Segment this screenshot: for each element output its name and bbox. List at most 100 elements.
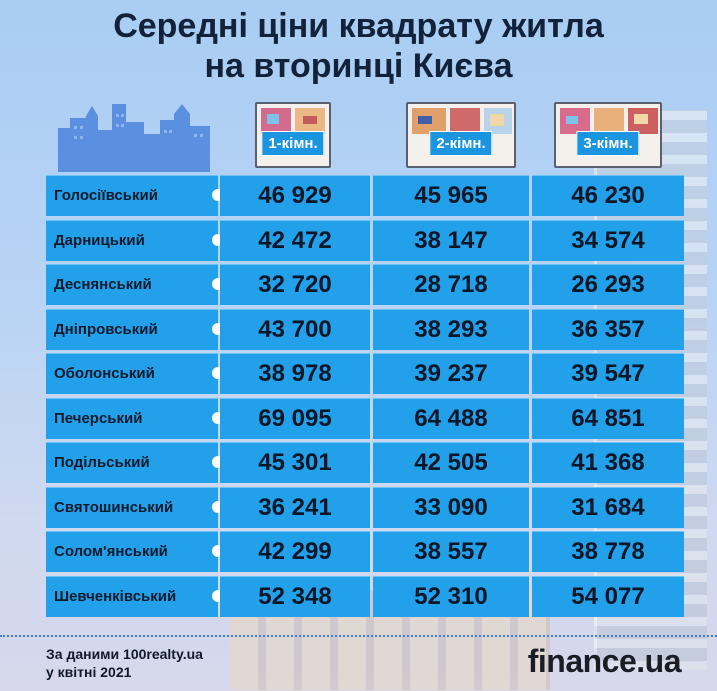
district-cell: Печерський — [46, 397, 218, 439]
floorplan-icon — [406, 102, 516, 168]
price-value: 64 851 — [571, 404, 645, 432]
table-row: Святошинський 36 241 33 090 31 684 — [46, 486, 684, 528]
price-cell: 41 368 — [532, 442, 684, 483]
price-value: 38 978 — [258, 360, 332, 387]
district-name: Святошинський — [54, 498, 174, 516]
price-value: 39 547 — [571, 360, 645, 387]
price-cell: 52 310 — [373, 575, 529, 617]
source-line-1: За даними 100realty.ua — [46, 646, 203, 662]
table-row: Шевченківський 52 348 52 310 54 077 — [46, 575, 684, 617]
price-value: 52 348 — [258, 582, 332, 610]
city-skyline-icon — [58, 104, 210, 172]
price-cell: 39 237 — [373, 353, 529, 394]
price-value: 38 147 — [414, 226, 488, 254]
district-name: Деснянський — [54, 276, 152, 293]
price-cell: 64 851 — [532, 397, 684, 439]
brand-logo: finance.ua — [527, 643, 682, 679]
price-cell: 69 095 — [220, 397, 370, 439]
source-note: За даними 100realty.ua у квітні 2021 — [46, 645, 203, 681]
price-value: 41 368 — [571, 449, 645, 476]
table-row: Подільський 45 301 42 505 41 368 — [46, 442, 684, 483]
price-cell: 45 965 — [373, 175, 529, 216]
price-cell: 45 301 — [220, 442, 370, 483]
price-cell: 38 557 — [373, 531, 529, 572]
price-cell: 43 700 — [220, 308, 370, 350]
district-cell: Голосіївський — [46, 175, 218, 216]
district-cell: Подільський — [46, 442, 218, 483]
district-cell: Святошинський — [46, 486, 218, 528]
price-value: 42 505 — [414, 449, 488, 476]
price-cell: 36 241 — [220, 486, 370, 528]
price-value: 42 299 — [258, 538, 332, 565]
price-value: 54 077 — [571, 582, 645, 610]
price-cell: 42 472 — [220, 219, 370, 261]
price-value: 33 090 — [414, 493, 488, 521]
floorplan-1-room: 1-кімн. — [255, 102, 331, 168]
price-cell: 38 147 — [373, 219, 529, 261]
price-cell: 38 293 — [373, 308, 529, 350]
price-value: 69 095 — [258, 404, 332, 432]
price-cell: 28 718 — [373, 264, 529, 305]
price-value: 38 557 — [414, 538, 488, 565]
table-row: Солом'янський 42 299 38 557 38 778 — [46, 531, 684, 572]
column-label-2: 2-кімн. — [429, 131, 493, 156]
district-name: Дарницький — [54, 231, 145, 249]
price-value: 34 574 — [571, 226, 645, 254]
price-cell: 38 778 — [532, 531, 684, 572]
price-value: 36 241 — [258, 493, 332, 521]
table-row: Голосіївський 46 929 45 965 46 230 — [46, 175, 684, 216]
table-row: Печерський 69 095 64 488 64 851 — [46, 397, 684, 439]
column-label-3: 3-кімн. — [576, 131, 640, 156]
price-cell: 32 720 — [220, 264, 370, 305]
district-cell: Солом'янський — [46, 531, 218, 572]
price-cell: 46 230 — [532, 175, 684, 216]
table-row: Оболонський 38 978 39 237 39 547 — [46, 353, 684, 394]
district-name: Оболонський — [54, 365, 155, 382]
price-value: 26 293 — [571, 271, 645, 298]
district-cell: Оболонський — [46, 353, 218, 394]
price-value: 39 237 — [414, 360, 488, 387]
source-line-2: у квітні 2021 — [46, 664, 132, 680]
price-cell: 42 505 — [373, 442, 529, 483]
price-cell: 64 488 — [373, 397, 529, 439]
floorplan-2-room: 2-кімн. — [406, 102, 516, 168]
price-cell: 42 299 — [220, 531, 370, 572]
district-name: Подільський — [54, 454, 150, 471]
price-cell: 54 077 — [532, 575, 684, 617]
price-cell: 39 547 — [532, 353, 684, 394]
district-cell: Шевченківський — [46, 575, 218, 617]
price-value: 52 310 — [414, 582, 488, 610]
price-value: 64 488 — [414, 404, 488, 432]
price-cell: 46 929 — [220, 175, 370, 216]
floorplan-3-room: 3-кімн. — [554, 102, 662, 168]
price-value: 38 293 — [414, 315, 488, 343]
district-name: Дніпровський — [54, 320, 158, 338]
price-cell: 38 978 — [220, 353, 370, 394]
table-row: Дарницький 42 472 38 147 34 574 — [46, 219, 684, 261]
table-row: Деснянський 32 720 28 718 26 293 — [46, 264, 684, 305]
district-cell: Деснянський — [46, 264, 218, 305]
district-name: Печерський — [54, 409, 143, 427]
page-title: Середні ціни квадрату житла на вторинці … — [0, 6, 717, 86]
district-name: Солом'янський — [54, 543, 168, 560]
price-value: 46 230 — [571, 182, 645, 209]
price-value: 31 684 — [571, 493, 645, 521]
price-cell: 26 293 — [532, 264, 684, 305]
price-value: 45 301 — [258, 449, 332, 476]
price-value: 36 357 — [571, 315, 645, 343]
price-cell: 31 684 — [532, 486, 684, 528]
district-name: Голосіївський — [54, 187, 158, 204]
price-value: 46 929 — [258, 182, 332, 209]
footer-divider — [0, 635, 717, 637]
district-cell: Дарницький — [46, 219, 218, 261]
price-cell: 34 574 — [532, 219, 684, 261]
price-value: 45 965 — [414, 182, 488, 209]
price-value: 42 472 — [258, 226, 332, 254]
price-cell: 52 348 — [220, 575, 370, 617]
district-cell: Дніпровський — [46, 308, 218, 350]
column-label-1: 1-кімн. — [261, 131, 325, 156]
title-line-2: на вторинці Києва — [204, 47, 513, 85]
table-row: Дніпровський 43 700 38 293 36 357 — [46, 308, 684, 350]
district-name: Шевченківський — [54, 587, 177, 605]
price-value: 32 720 — [258, 271, 332, 298]
